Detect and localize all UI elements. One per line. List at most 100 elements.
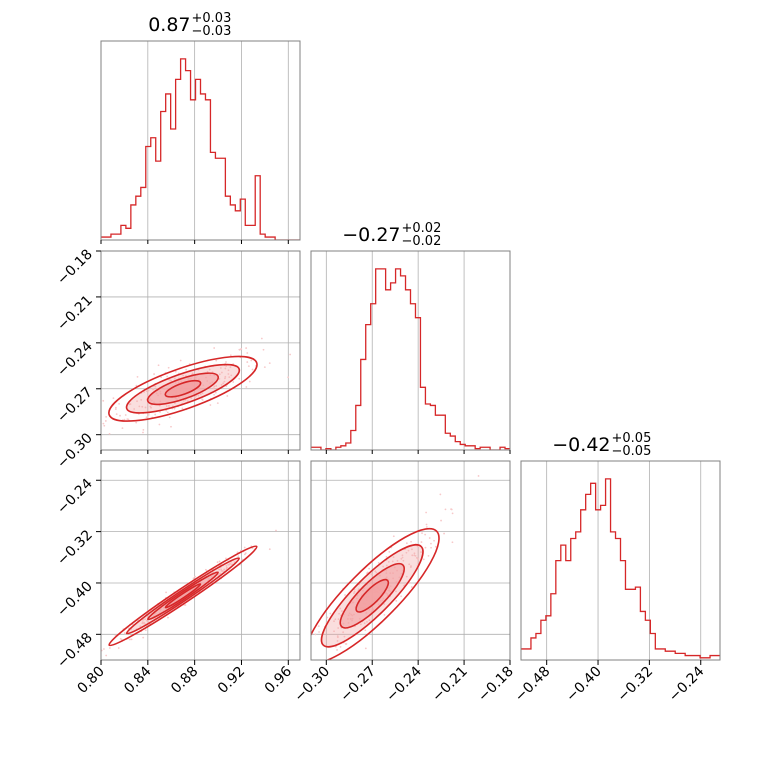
title-plus: +0.03 — [192, 11, 232, 26]
scatter-point — [363, 622, 366, 625]
scatter-point — [411, 548, 413, 551]
contours-2-1 — [311, 527, 440, 660]
scatter-point — [93, 405, 95, 407]
scatter-point — [425, 523, 428, 526]
panel-0-0 — [100, 40, 301, 241]
scatter-point — [477, 475, 480, 477]
scatter-point — [224, 367, 227, 370]
scatter-point — [142, 618, 144, 621]
scatter-point — [314, 633, 317, 636]
scatter-point — [80, 667, 82, 669]
y-tick-label: −0.21 — [54, 292, 96, 334]
scatter-point — [227, 369, 230, 372]
scatter-point — [130, 638, 133, 641]
scatter-point — [338, 612, 340, 615]
scatter-point — [326, 616, 329, 619]
scatter-point — [154, 385, 157, 388]
scatter-point — [247, 365, 250, 368]
scatter-point — [341, 610, 343, 612]
contour-level-3 — [355, 578, 390, 613]
scatter-point — [230, 374, 233, 377]
scatter-point — [401, 556, 404, 559]
scatter-point — [238, 377, 241, 380]
contour-level-3 — [164, 379, 202, 398]
scatter-point — [353, 592, 355, 595]
scatter-point — [143, 622, 146, 625]
scatter-point — [364, 647, 367, 650]
scatter-point — [413, 554, 416, 557]
scatter-point — [344, 643, 347, 645]
scatter-point — [392, 556, 395, 559]
scatter-point — [450, 508, 453, 511]
scatter-point — [212, 387, 215, 390]
scatter-point — [143, 391, 146, 393]
scatter-point — [199, 393, 202, 396]
scatter-point — [219, 572, 222, 575]
scatter-point — [336, 649, 338, 651]
scatter-point — [238, 348, 241, 351]
y-tick-label: −0.24 — [54, 338, 96, 380]
scatter-point — [152, 388, 154, 391]
scatter-point — [102, 422, 105, 425]
scatter-point — [225, 566, 228, 569]
contour-level-3 — [164, 583, 202, 609]
scatter-point — [182, 374, 185, 377]
scatter-point — [105, 415, 108, 418]
scatter-point — [391, 560, 394, 563]
scatter-point — [425, 511, 428, 514]
scatter-point — [167, 616, 169, 619]
scatter-point — [395, 599, 398, 602]
scatter-point — [157, 364, 160, 367]
scatter-point — [149, 405, 152, 408]
scatter-point — [387, 560, 390, 563]
scatter-point — [48, 421, 50, 423]
x-tick-label: −0.24 — [666, 663, 708, 705]
scatter-point — [413, 552, 416, 555]
title-minus: −0.02 — [402, 234, 442, 249]
scatter-point — [204, 568, 207, 571]
contour-level-0 — [108, 355, 258, 422]
scatter-point — [197, 394, 200, 397]
scatter-point — [218, 568, 221, 571]
scatter-point — [268, 548, 271, 551]
scatter-point — [216, 402, 219, 405]
scatter-point — [374, 570, 377, 573]
contour-level-0 — [311, 527, 440, 660]
title-value: −0.27 — [342, 224, 400, 246]
scatter-point — [168, 404, 170, 407]
scatter-point — [147, 413, 150, 416]
scatter-point — [140, 398, 143, 401]
y-tick-label: −0.48 — [54, 630, 96, 672]
scatter-point — [439, 493, 442, 496]
scatter-point — [216, 561, 219, 564]
scatter-point — [368, 567, 371, 570]
scatter-point — [128, 638, 131, 641]
scatter-point — [146, 390, 148, 393]
scatter-point — [144, 629, 147, 632]
scatter-point — [123, 632, 126, 634]
x-tick-label: −0.21 — [429, 664, 471, 706]
scatter-point — [262, 348, 265, 351]
scatter-point — [194, 396, 196, 399]
scatter-point — [121, 427, 124, 430]
scatter-point — [377, 562, 380, 564]
scatter-point — [226, 395, 229, 397]
scatter-point — [402, 559, 405, 562]
x-tick-label: −0.32 — [615, 664, 657, 706]
scatter-point — [268, 362, 271, 365]
scatter-point — [221, 570, 224, 572]
scatter-point — [170, 379, 172, 382]
scatter-point — [173, 377, 176, 380]
scatter-point — [245, 386, 248, 388]
scatter-point — [229, 562, 232, 565]
scatter-point — [396, 559, 399, 562]
scatter-point — [181, 407, 184, 410]
scatter-point — [144, 406, 147, 409]
scatter-point — [240, 348, 243, 351]
scatter-point — [165, 409, 168, 412]
scatter-point — [395, 590, 397, 593]
scatter-point — [219, 367, 222, 369]
scatter-point — [318, 631, 320, 633]
scatter-point — [227, 563, 230, 566]
histogram-2 — [521, 478, 720, 659]
